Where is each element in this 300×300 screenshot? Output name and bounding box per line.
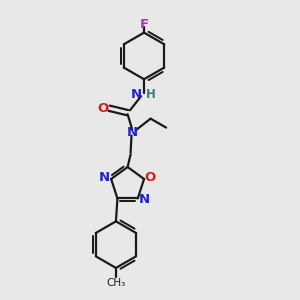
Text: O: O bbox=[144, 171, 156, 184]
Text: N: N bbox=[127, 126, 138, 139]
Text: O: O bbox=[97, 102, 108, 115]
Text: H: H bbox=[146, 88, 155, 101]
Text: F: F bbox=[140, 18, 148, 31]
Text: N: N bbox=[99, 171, 110, 184]
Text: N: N bbox=[139, 193, 150, 206]
Text: CH₃: CH₃ bbox=[106, 278, 126, 289]
Text: N: N bbox=[131, 88, 142, 101]
